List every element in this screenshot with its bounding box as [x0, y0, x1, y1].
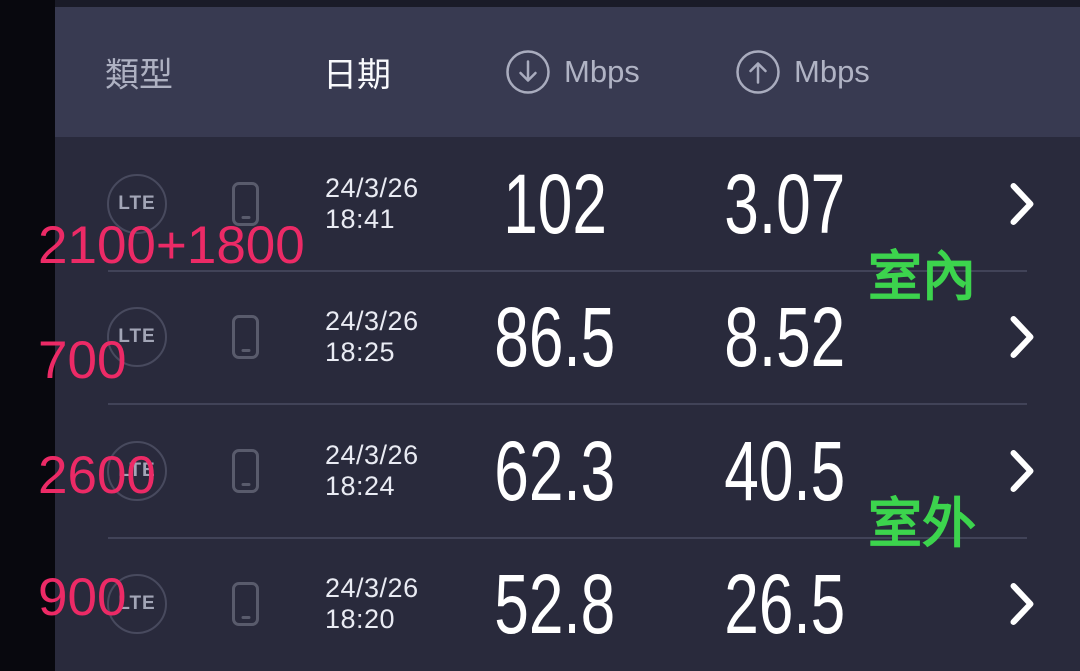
- chevron-right-icon[interactable]: [1009, 582, 1035, 626]
- result-datetime: 24/3/26 18:41: [325, 173, 419, 235]
- chevron-right-icon[interactable]: [1009, 315, 1035, 359]
- column-header-upload: Mbps: [735, 49, 870, 95]
- result-time: 18:41: [325, 203, 396, 234]
- phone-icon: [232, 315, 259, 360]
- result-date: 24/3/26: [325, 306, 419, 337]
- result-row[interactable]: LTE 24/3/26 18:24 62.3 40.5: [55, 403, 1080, 538]
- results-list: LTE 24/3/26 18:41 102 3.07 LTE 24/3/26 1…: [55, 137, 1080, 671]
- chevron-right-icon[interactable]: [1009, 449, 1035, 493]
- top-strip: [55, 0, 1080, 7]
- band-annotation: 2100+1800: [38, 216, 305, 275]
- result-time: 18:24: [325, 470, 396, 501]
- column-header-type: 類型: [105, 56, 173, 95]
- circle-arrow-up-icon: [735, 49, 781, 95]
- phone-icon: [232, 181, 259, 226]
- network-type-badge: LTE: [107, 440, 167, 501]
- location-annotation-indoor: 室內: [868, 247, 976, 307]
- band-annotation: 2600: [38, 446, 156, 505]
- result-time: 18:25: [325, 337, 396, 368]
- result-time: 18:20: [325, 604, 396, 635]
- download-value: 52.8: [494, 557, 616, 652]
- result-date: 24/3/26: [325, 573, 419, 604]
- network-type-badge: LTE: [107, 173, 167, 234]
- result-row[interactable]: LTE 24/3/26 18:25 86.5 8.52: [55, 269, 1080, 405]
- download-value: 86.5: [494, 290, 616, 385]
- result-datetime: 24/3/26 18:24: [325, 440, 419, 502]
- location-annotation-outdoor: 室外: [868, 494, 976, 554]
- download-unit-label: Mbps: [564, 54, 640, 89]
- column-header-download: Mbps: [505, 49, 640, 95]
- result-date: 24/3/26: [325, 172, 419, 203]
- result-datetime: 24/3/26 18:20: [325, 573, 419, 635]
- result-row[interactable]: LTE 24/3/26 18:41 102 3.07: [55, 137, 1080, 271]
- network-type-label: LTE: [118, 459, 156, 481]
- upload-value: 40.5: [724, 423, 846, 518]
- network-type-badge: LTE: [107, 307, 167, 368]
- left-gutter: [0, 0, 55, 671]
- band-annotation: 700: [38, 331, 127, 390]
- results-table-header: 類型 日期 Mbps Mbps: [55, 7, 1080, 137]
- download-value: 102: [503, 156, 607, 251]
- phone-icon: [232, 582, 259, 627]
- phone-icon: [232, 448, 259, 493]
- network-type-label: LTE: [118, 593, 156, 615]
- circle-arrow-down-icon: [505, 49, 551, 95]
- network-type-label: LTE: [118, 192, 156, 214]
- network-type-badge: LTE: [107, 574, 167, 635]
- download-value: 62.3: [494, 423, 616, 518]
- column-header-date: 日期: [323, 56, 391, 95]
- chevron-right-icon[interactable]: [1009, 182, 1035, 226]
- result-date: 24/3/26: [325, 439, 419, 470]
- result-datetime: 24/3/26 18:25: [325, 306, 419, 368]
- result-row[interactable]: LTE 24/3/26 18:20 52.8 26.5: [55, 536, 1080, 671]
- band-annotation: 900: [38, 568, 127, 627]
- upload-unit-label: Mbps: [794, 54, 870, 89]
- upload-value: 8.52: [724, 290, 846, 385]
- upload-value: 26.5: [724, 557, 846, 652]
- upload-value: 3.07: [724, 156, 846, 251]
- network-type-label: LTE: [118, 326, 156, 348]
